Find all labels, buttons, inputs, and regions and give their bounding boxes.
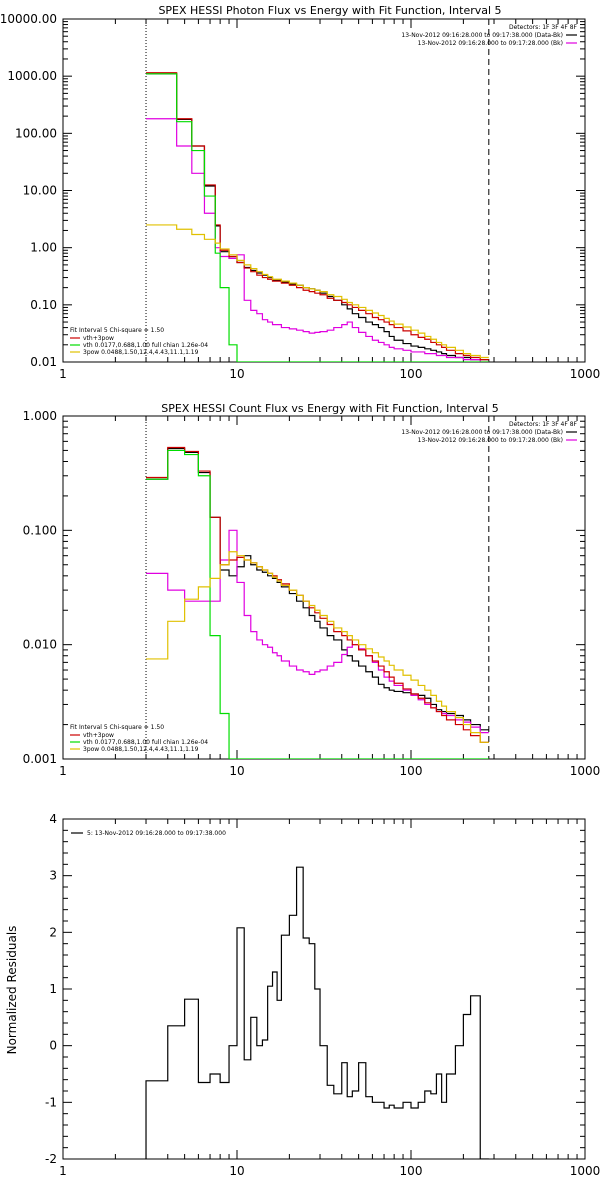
series-line (145, 866, 489, 1159)
series-line (146, 72, 489, 361)
legend-entry-label: vth+3pow (83, 335, 114, 342)
x-tick-label: 100 (400, 367, 423, 381)
x-axis: 1 10 100 1000 (59, 819, 600, 1178)
x-tick-label: 1 (59, 367, 67, 381)
x-tick-label: 10 (229, 764, 244, 778)
y-tick-label: 2 (49, 925, 57, 939)
legend-entry-label: 13-Nov-2012 09:16:28.000 to 09:17:38.000… (401, 32, 563, 39)
count-flux-panel: SPEX HESSI Count Flux vs Energy with Fit… (23, 402, 600, 778)
x-tick-label: 1000 (570, 764, 600, 778)
legend-entry-label: 3pow 0.0488,1.50,12.4,4.43,11.1,1.19 (83, 349, 199, 356)
x-tick-label: 100 (400, 764, 423, 778)
legend-entry-label: 13-Nov-2012 09:16:28.000 to 09:17:28.000… (418, 40, 563, 47)
y-tick-label: 0.001 (23, 752, 57, 766)
x-tick-label: 1 (59, 1164, 67, 1178)
x-tick-label: 10 (229, 367, 244, 381)
legend-detectors: Detectors: 1F 3F 4F 8F (509, 421, 578, 428)
y-tick-label: 0.10 (30, 298, 57, 312)
series-line (146, 551, 489, 743)
residuals-ylabel: Normalized Residuals (5, 926, 19, 1055)
legend-top-left: 5: 13-Nov-2012 09:16:28.000 to 09:17:38.… (71, 830, 226, 837)
y-tick-label: 100.00 (15, 126, 57, 140)
legend-entry-label: 13-Nov-2012 09:16:28.000 to 09:17:28.000… (418, 437, 563, 444)
photon-flux-panel: SPEX HESSI Photon Flux vs Energy with Fi… (0, 4, 600, 381)
series-group (146, 446, 489, 759)
y-tick-label: 4 (49, 812, 57, 826)
series-line (146, 73, 489, 362)
y-tick-label: 0.010 (23, 638, 57, 652)
series-group (146, 72, 489, 362)
legend-entry-label: 3pow 0.0488,1.50,12.4,4.43,11.1,1.19 (83, 746, 199, 753)
legend-entry-label: vth+3pow (83, 732, 114, 739)
y-tick-label: 0.100 (23, 523, 57, 537)
y-tick-label: 1.00 (30, 241, 57, 255)
legend-entry-label: vth 0.0177,0.688,1.00 full chian 1.26e-0… (83, 342, 208, 349)
x-axis: 1 10 100 1000 (59, 19, 600, 381)
x-tick-label: 1 (59, 764, 67, 778)
legend-bottom-left: Fit Interval 5 Chi-square = 1.50vth+3pow… (70, 327, 208, 356)
y-tick-label: 0.01 (30, 355, 57, 369)
y-tick-label: 1000.00 (7, 69, 57, 83)
y-tick-label: 3 (49, 869, 57, 883)
y-axis: 4 3 2 1 0 -1 -2 (45, 812, 585, 1166)
y-tick-label: 10000.00 (0, 12, 57, 26)
photon-flux-title: SPEX HESSI Photon Flux vs Energy with Fi… (158, 4, 501, 17)
legend-bottom-left: Fit Interval 5 Chi-square = 1.50vth+3pow… (70, 724, 208, 753)
legend-fit-header: Fit Interval 5 Chi-square = 1.50 (70, 724, 164, 731)
y-tick-label: 0 (49, 1039, 57, 1053)
series-group (145, 866, 489, 1159)
x-tick-label: 1000 (570, 1164, 600, 1178)
y-axis: 1.000 0.100 0.010 0.001 (23, 409, 585, 766)
x-tick-label: 100 (400, 1164, 423, 1178)
legend-fit-header: Fit Interval 5 Chi-square = 1.50 (70, 327, 164, 334)
y-tick-label: 1 (49, 982, 57, 996)
residuals-panel: Normalized Residuals 1 10 100 100043210-1-2… (5, 812, 600, 1178)
legend-entry-label: 5: 13-Nov-2012 09:16:28.000 to 09:17:38.… (87, 830, 226, 837)
y-tick-label: 10.00 (23, 184, 57, 198)
x-axis: 1 10 100 1000 (59, 416, 600, 778)
series-line (146, 449, 489, 759)
y-tick-label: -1 (45, 1095, 57, 1109)
legend-entry-label: vth 0.0177,0.688,1.00 full chian 1.26e-0… (83, 739, 208, 746)
y-tick-label: 1.000 (23, 409, 57, 423)
series-line (146, 224, 489, 359)
legend-detectors: Detectors: 1F 3F 4F 8F (509, 24, 578, 31)
y-tick-label: -2 (45, 1152, 57, 1166)
x-tick-label: 10 (229, 1164, 244, 1178)
count-flux-title: SPEX HESSI Count Flux vs Energy with Fit… (161, 402, 498, 415)
legend-entry-label: 13-Nov-2012 09:16:28.000 to 09:17:38.000… (401, 429, 563, 436)
x-tick-label: 1000 (570, 367, 600, 381)
y-axis: 10000.00 1000.00 100.00 10.00 1.00 0.10 0.01 (0, 12, 585, 369)
